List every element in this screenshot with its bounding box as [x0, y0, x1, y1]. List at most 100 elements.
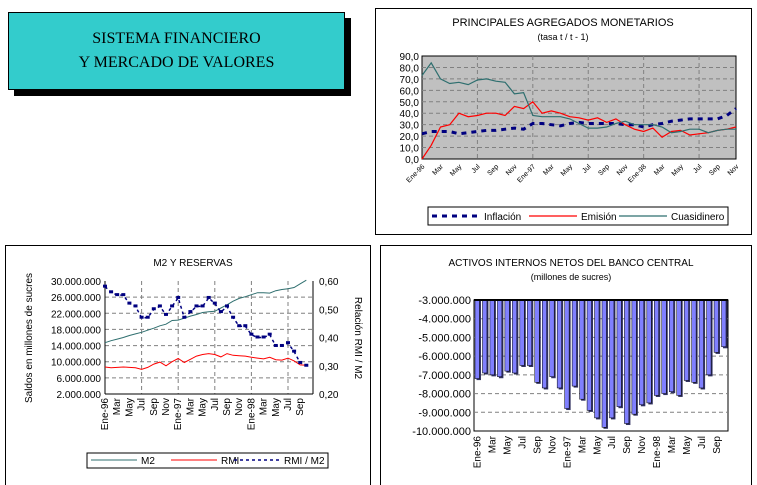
bar	[639, 299, 645, 406]
x-tick-label: Mar	[185, 397, 196, 415]
x-tick-label: Mar	[577, 435, 588, 453]
y-tick-label: 90,0	[400, 52, 420, 63]
chart-m2-reservas: M2 Y RESERVAS 2.000.000 6.000.000 10.000.00…	[24, 258, 363, 469]
title-box: SISTEMA FINANCIERO Y MERCADO DE VALORES	[8, 12, 345, 90]
data-marker	[279, 343, 284, 347]
data-marker	[157, 304, 162, 308]
y-axis-label: Saldos en millones de sucres	[24, 273, 35, 403]
legend	[427, 206, 729, 226]
chart-title: ACTIVOS INTERNOS NETOS DEL BANCO CENTRAL	[448, 258, 693, 269]
bar	[534, 299, 540, 383]
x-tick-label: Ene-98	[627, 163, 648, 184]
y2-tick-label: 0,60	[319, 277, 339, 288]
y2-axis-label: Relación RMI / M2	[352, 297, 363, 380]
bar	[489, 299, 495, 376]
x-tick-label: May	[503, 436, 514, 455]
x-tick-label: Nov	[547, 436, 558, 454]
x-tick-label: Jul	[692, 163, 704, 175]
legend-label: M2	[141, 456, 155, 467]
x-tick-label: Sep	[597, 163, 611, 177]
y-tick-label: 60,0	[400, 86, 420, 97]
data-marker	[200, 304, 205, 308]
data-marker	[286, 341, 290, 345]
bar	[579, 299, 585, 400]
y2-tick-label: 0,50	[319, 305, 339, 316]
legend-label: Cuasidinero	[671, 212, 725, 223]
y-tick-label: 30,0	[400, 121, 420, 132]
y-tick-label: -7.000.000	[418, 370, 471, 382]
data-marker	[145, 315, 150, 319]
y-tick-label: 14.000.000	[51, 342, 101, 353]
bar	[519, 299, 525, 366]
bar	[631, 299, 637, 415]
y-tick-label: 6.000.000	[57, 374, 102, 385]
series-line-inflación	[421, 107, 737, 136]
y-tick-label: 10.000.000	[51, 358, 101, 369]
data-marker	[261, 335, 266, 339]
series-line-rmi-m2	[104, 286, 307, 367]
x-tick-label: Mar	[667, 435, 678, 453]
x-tick-label: May	[682, 436, 693, 455]
x-tick-label: Jul	[697, 436, 708, 449]
y-tick-label: -10.000.000	[412, 426, 471, 438]
bar	[527, 299, 533, 366]
x-tick-label: Sep	[295, 398, 306, 416]
y-tick-label: 18.000.000	[51, 325, 101, 336]
data-marker	[115, 293, 120, 297]
x-tick-label: Sep	[708, 163, 722, 177]
legend-label: Inflación	[484, 212, 521, 223]
data-marker	[194, 304, 199, 308]
plot-area	[105, 281, 313, 394]
data-marker	[139, 315, 144, 319]
x-tick-label: Nov	[234, 398, 245, 416]
y-tick-label: -8.000.000	[418, 389, 471, 401]
series-line-emisión	[421, 100, 737, 160]
bar	[564, 299, 570, 409]
series-line-rmi	[104, 353, 307, 370]
x-tick-label: Sep	[487, 163, 501, 177]
x-tick-label: Nov	[616, 163, 630, 177]
y-tick-label: 10,0	[400, 144, 420, 155]
bar	[549, 299, 555, 377]
data-marker	[206, 295, 211, 299]
x-tick-label: Nov	[505, 163, 519, 177]
data-marker	[121, 293, 126, 297]
series-line-cuasidinero	[421, 61, 736, 134]
x-tick-label: Nov	[637, 436, 648, 454]
x-tick-label: Nov	[161, 398, 172, 416]
data-marker	[267, 332, 272, 336]
data-marker	[164, 312, 168, 316]
data-marker	[127, 301, 132, 305]
y-tick-label: 22.000.000	[51, 309, 101, 320]
x-tick-label: Ene-98	[246, 398, 257, 431]
y-tick-label: 2.000.000	[57, 390, 102, 401]
bar	[556, 299, 562, 389]
x-tick-label: Jul	[581, 163, 593, 175]
x-tick-label: Ene-97	[562, 436, 573, 469]
y-tick-label: -6.000.000	[418, 351, 471, 363]
chart-panel-agregados: PRINCIPALES AGREGADOS MONETARIOS (tasa t …	[375, 8, 752, 235]
data-marker	[212, 301, 217, 305]
data-marker	[298, 360, 303, 364]
chart-activos-internos: ACTIVOS INTERNOS NETOS DEL BANCO CENTRAL…	[412, 258, 729, 469]
bar	[482, 299, 488, 374]
data-marker	[292, 349, 297, 353]
data-marker	[133, 304, 138, 308]
bar	[668, 299, 674, 392]
legend-label: RMI	[221, 456, 239, 467]
chart-agregados-monetarios: PRINCIPALES AGREGADOS MONETARIOS (tasa t …	[400, 17, 741, 226]
x-tick-label: May	[271, 398, 282, 417]
bar	[646, 299, 652, 404]
x-tick-label: Sep	[222, 398, 233, 416]
chart-title: PRINCIPALES AGREGADOS MONETARIOS	[452, 17, 673, 29]
bar	[661, 299, 667, 394]
y-tick-label: -5.000.000	[418, 332, 471, 344]
bar	[504, 299, 510, 372]
bar	[713, 299, 719, 353]
y-tick-label: 40,0	[400, 109, 420, 120]
bar	[654, 299, 660, 396]
x-tick-label: Jul	[210, 398, 221, 411]
y2-tick-label: 0,30	[319, 362, 339, 373]
chart-panel-m2: M2 Y RESERVAS 2.000.000 6.000.000 10.000.00…	[5, 245, 371, 485]
data-marker	[151, 307, 156, 311]
